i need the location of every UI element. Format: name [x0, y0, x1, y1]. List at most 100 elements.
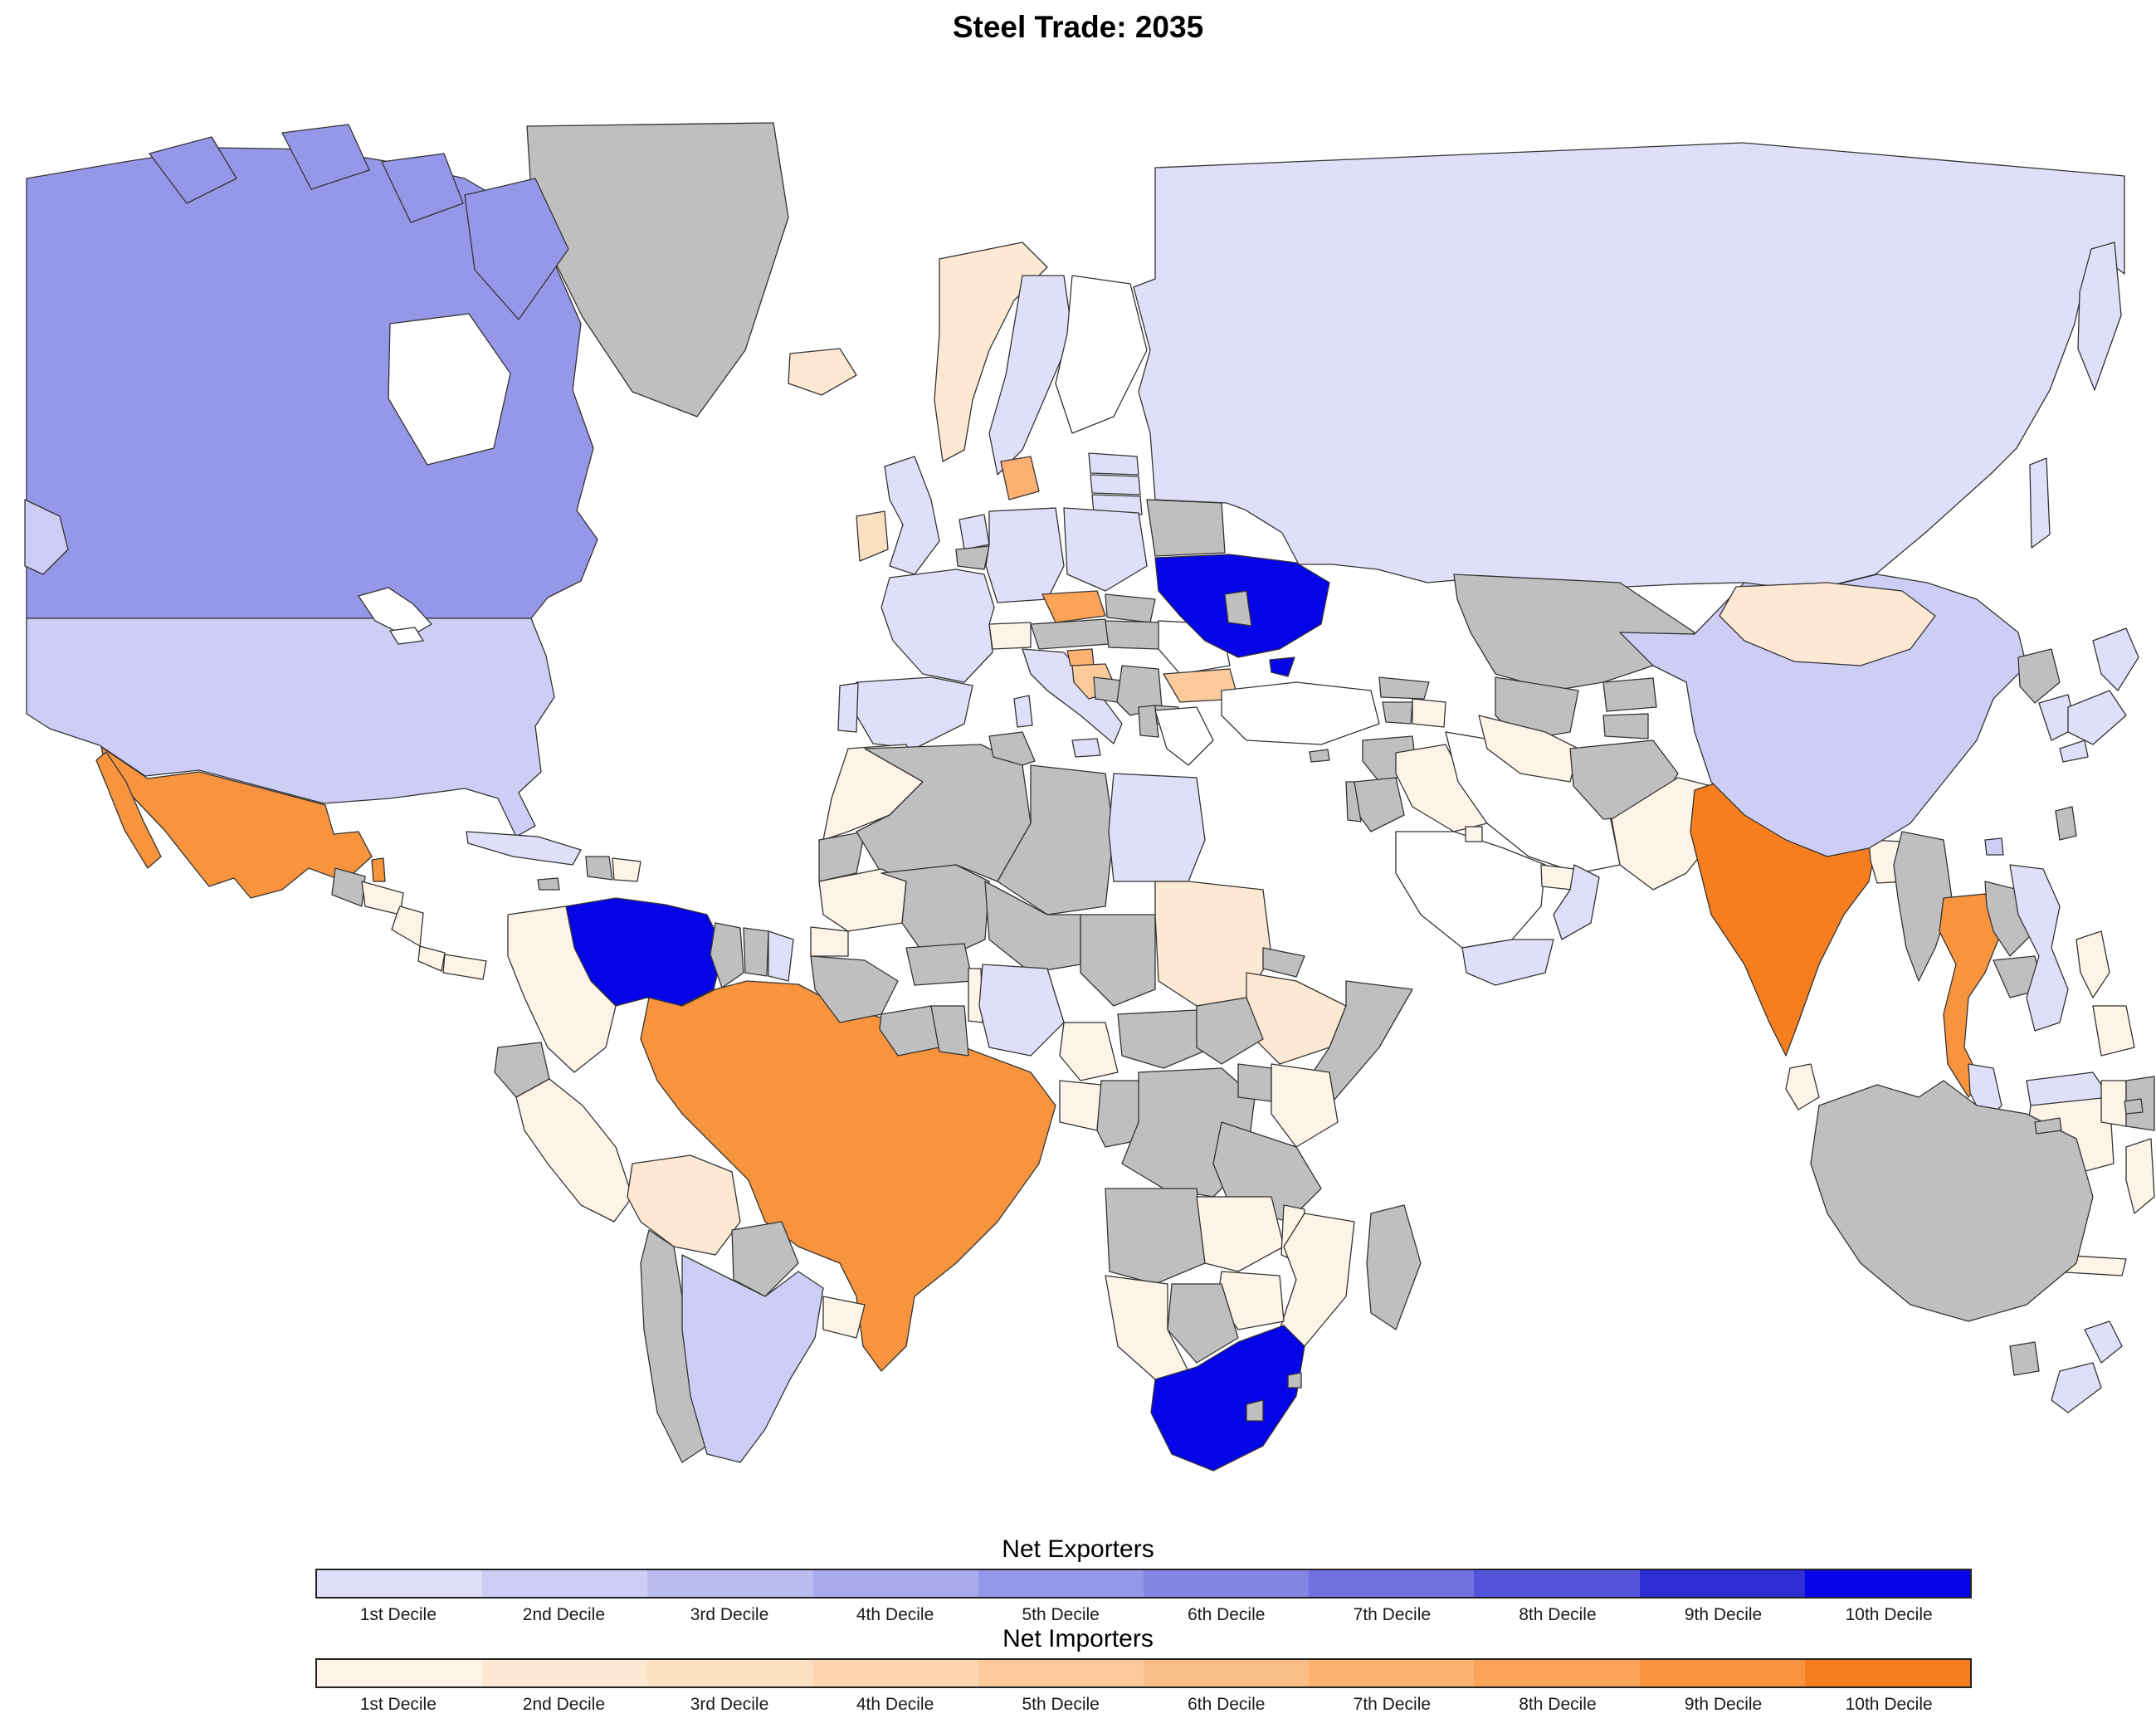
country-slovenia	[1066, 648, 1095, 666]
legend-importers-label: 2nd Decile	[522, 1695, 605, 1714]
country-philippines	[2076, 930, 2110, 998]
country-spain	[856, 676, 973, 749]
country-south-africa	[1150, 1325, 1305, 1472]
legend-importers-label: 3rd Decile	[690, 1695, 769, 1714]
country-uk	[884, 456, 940, 575]
country-western-sahara	[818, 831, 866, 882]
world-map	[24, 122, 2155, 1472]
country-portugal	[837, 682, 859, 733]
country-slovakia	[1105, 593, 1156, 623]
country-kyrgyzstan	[1602, 677, 1657, 712]
country-mexico	[100, 746, 373, 899]
country-armenia	[1382, 701, 1413, 725]
legend-importers-segment	[1144, 1660, 1310, 1686]
country-moldova	[1224, 590, 1252, 627]
country-indonesia	[2125, 1138, 2155, 1214]
legend-exporters-segment	[317, 1570, 483, 1597]
country-nicaragua	[391, 905, 424, 947]
legend-importers-label: 10th Decile	[1845, 1695, 1933, 1714]
country-australia	[1810, 1080, 2094, 1322]
country-lesotho	[1246, 1399, 1264, 1422]
country-botswana	[1167, 1283, 1239, 1364]
legend-exporters-segment	[647, 1570, 813, 1597]
country-turkmenistan	[1478, 715, 1579, 783]
country-belgium	[955, 545, 990, 570]
country-japan	[2067, 690, 2127, 745]
country-libya	[997, 764, 1115, 915]
page-title: Steel Trade: 2035	[952, 10, 1204, 44]
country-eritrea	[1262, 947, 1305, 978]
country-angola	[1105, 1188, 1206, 1285]
country-jamaica	[537, 877, 560, 891]
country-austria	[1030, 618, 1110, 650]
country-sri-lanka	[1785, 1063, 1820, 1110]
country-russia	[2077, 242, 2122, 391]
country-colombia	[507, 905, 617, 1073]
legend-importers-segment	[812, 1660, 978, 1686]
country-north-korea	[2017, 648, 2061, 704]
legend-importers-segment	[317, 1660, 483, 1686]
country-estonia	[1088, 452, 1139, 476]
legend-exporters-label: 8th Decile	[1519, 1605, 1597, 1624]
country-lithuania	[1091, 494, 1143, 515]
legend-exporters-segment	[1804, 1570, 1971, 1597]
country-mexico	[95, 751, 162, 869]
legend-exporters-colorbar	[315, 1569, 1972, 1599]
legend-exporters-labels: 1st Decile 2nd Decile 3rd Decile 4th Decile…	[315, 1605, 1972, 1625]
country-israel	[1345, 781, 1362, 822]
country-georgia	[1378, 676, 1430, 700]
country-guatemala	[331, 867, 366, 907]
country-belize	[371, 857, 386, 882]
legend-importers-segment	[1639, 1660, 1805, 1686]
country-new-zealand	[2084, 1320, 2123, 1364]
country-oman	[1553, 864, 1600, 940]
country-italy	[1071, 738, 1101, 758]
country-uae	[1540, 864, 1575, 891]
country-new-zealand	[2051, 1362, 2102, 1413]
country-philippines	[2092, 1005, 2135, 1057]
legend-importers-label: 1st Decile	[359, 1695, 437, 1714]
country-japan	[2092, 627, 2139, 691]
country-nigeria	[978, 964, 1065, 1057]
country-eswatini	[1287, 1372, 1302, 1389]
country-dominican-republic	[612, 857, 641, 882]
country-vietnam	[2009, 864, 2069, 1032]
legend-importers-colorbar	[315, 1658, 1972, 1688]
country-new-caledonia	[2034, 1117, 2062, 1135]
country-denmark	[1000, 456, 1040, 500]
legend-importers-segment	[647, 1660, 813, 1686]
legend-importers-label: 6th Decile	[1188, 1695, 1266, 1714]
country-tunisia	[988, 731, 1036, 766]
country-ukraine	[1269, 656, 1295, 677]
country-madagascar	[1366, 1204, 1422, 1330]
country-french-guiana	[768, 930, 794, 982]
legend-exporters-label: 2nd Decile	[522, 1605, 605, 1624]
country-haiti	[585, 856, 613, 881]
country-brazil	[640, 980, 1056, 1372]
legend-exporters-segment	[1639, 1570, 1805, 1597]
country-hungary	[1105, 620, 1164, 650]
legend-importers-segment	[978, 1660, 1144, 1686]
country-switzerland	[988, 622, 1032, 650]
legend-importers-segment	[1309, 1660, 1475, 1686]
country-china	[1984, 837, 2004, 856]
country-mauritania	[818, 868, 907, 932]
legend-exporters-segment	[1309, 1570, 1475, 1597]
country-costa-rica	[417, 945, 446, 972]
country-russia	[2029, 457, 2051, 549]
country-ghana	[930, 1005, 969, 1057]
country-suriname	[743, 927, 769, 977]
country-guyana	[710, 922, 744, 988]
country-norway	[934, 242, 1048, 462]
world-map-container	[24, 122, 2155, 1472]
country-paraguay	[731, 1221, 799, 1297]
country-azerbaijan	[1412, 698, 1446, 728]
legend-exporters-label: 3rd Decile	[690, 1605, 769, 1624]
country-tajikistan	[1602, 713, 1649, 739]
country-yemen	[1461, 939, 1554, 986]
legend-exporters-segment	[978, 1570, 1144, 1597]
country-germany	[985, 507, 1065, 603]
legend-exporters-label: 5th Decile	[1022, 1605, 1100, 1624]
country-czech-republic	[1041, 590, 1106, 623]
legend-exporters-label: 9th Decile	[1684, 1605, 1763, 1624]
